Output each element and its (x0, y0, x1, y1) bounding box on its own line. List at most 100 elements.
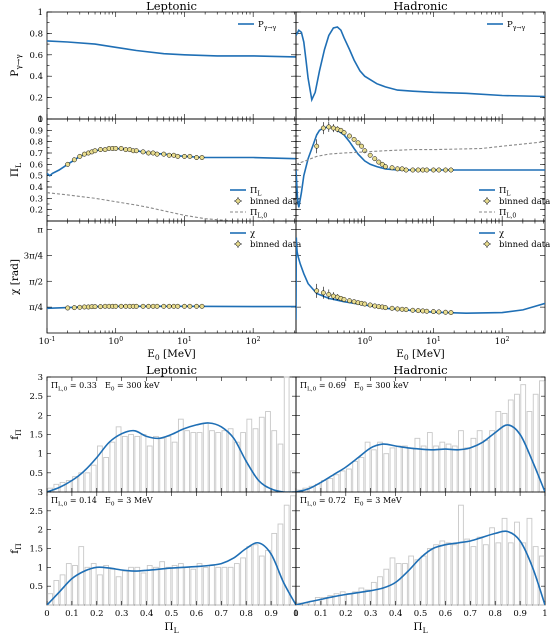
panel-frame (46, 491, 297, 606)
binned-data-point (181, 303, 187, 309)
x-tick-label: 0.9 (264, 609, 278, 619)
legend-label-line: ΠL (499, 186, 510, 198)
plot-area (47, 146, 296, 221)
histogram-bar (495, 411, 502, 493)
histogram-bar (103, 457, 109, 493)
histogram-bar (240, 557, 246, 606)
histogram-bar (445, 443, 452, 493)
histogram-bar (489, 430, 495, 493)
histogram-bar (458, 430, 464, 493)
binned-data-point (133, 148, 139, 154)
annotation-pi-l0: ΠL,0 = 0.33 (51, 381, 97, 392)
histogram-bar (128, 566, 134, 606)
y-tick-label: 0.5 (29, 582, 43, 592)
histogram-bar (153, 566, 159, 606)
legend-label-binned: binned data (499, 197, 550, 207)
plot-area (296, 530, 545, 605)
x-tick-label: 100 (357, 336, 372, 347)
histogram-bar (84, 566, 91, 606)
binned-data-point (181, 153, 187, 159)
binned-data-point (98, 304, 103, 310)
binned-data-point (65, 305, 71, 311)
histogram-bar (383, 453, 390, 493)
y-tick-label: 0.9 (29, 126, 43, 136)
histogram-bar (501, 517, 508, 606)
y-axis-label: fΠ (9, 543, 23, 554)
histogram-bar (389, 557, 396, 606)
x-tick-label: 1 (542, 609, 547, 619)
histogram-bar (202, 566, 209, 606)
binned-data-point (448, 167, 454, 173)
binned-data-point (330, 125, 336, 131)
panel-title: Hadronic (393, 363, 447, 377)
distribution-curve (296, 530, 545, 605)
y-tick-label: 0.6 (29, 51, 43, 61)
y-tick-label: 0.4 (29, 183, 43, 193)
legend-label-dashed: ΠL,0 (499, 208, 516, 220)
binned-data-point (118, 146, 124, 151)
histogram-bar (252, 544, 259, 606)
histogram-bar (227, 566, 234, 606)
plot-area (296, 237, 545, 320)
legend-label-binned: binned data (499, 240, 550, 250)
binned-data-point (71, 157, 77, 163)
binned-data-point (187, 303, 193, 309)
annotation-e0: E0 = 300 keV (105, 381, 160, 392)
legend-label-dashed: ΠL,0 (250, 208, 267, 220)
histogram-bar (476, 536, 483, 606)
x-tick-label: 0.6 (190, 609, 204, 619)
y-axis-label: χ [rad] (9, 259, 21, 295)
histogram-bar (209, 430, 215, 493)
histogram-bar (395, 563, 402, 606)
annotation-pi-l0: ΠL,0 = 0.69 (300, 381, 346, 392)
histogram-bar (109, 441, 116, 493)
histogram-bar (333, 474, 340, 493)
binned-data-point (430, 309, 436, 315)
x-tick-label: 0.1 (314, 609, 328, 619)
histogram-bar (209, 565, 215, 606)
y-tick-label: 2.5 (29, 507, 43, 517)
binned-data-point (154, 303, 160, 309)
annotation-e0: E0 = 3 MeV (354, 496, 402, 507)
binned-data-point (314, 288, 320, 294)
histogram-bar (115, 576, 122, 606)
histogram-bar (433, 544, 439, 606)
y-axis-label: Pγ→γ (9, 54, 23, 77)
x-tick-label: 0.6 (439, 609, 453, 619)
binned-data-point (403, 167, 409, 173)
y-tick-label: 3 (38, 488, 43, 498)
binned-data-point (92, 148, 98, 154)
y-tick-label: 0.5 (29, 172, 43, 182)
binned-data-point (175, 153, 181, 159)
y-tick-label: 0.5 (29, 469, 43, 479)
binned-data-point (194, 303, 199, 309)
binned-data-point (424, 167, 430, 173)
histogram-bar (146, 445, 153, 493)
plot-area (47, 541, 296, 605)
legend-label-binned: binned data (250, 197, 301, 207)
binned-data-point (376, 159, 382, 165)
x-tick-label: 0.5 (414, 609, 428, 619)
panel-frame (46, 220, 297, 334)
binned-data-point (65, 161, 71, 167)
binned-data-point (395, 306, 400, 312)
hist-panel-hist-top-right: Hadronic ΠL,0 = 0.69 E0 = 300 keV (295, 363, 546, 493)
x-tick-label: 101 (426, 336, 441, 347)
binned-data-point (154, 151, 160, 157)
x-tick-label: 10-1 (39, 336, 56, 347)
binned-data-point (415, 308, 421, 314)
histogram-bar (196, 563, 203, 606)
histogram-bar (121, 435, 128, 493)
histogram-bar (445, 542, 452, 606)
histogram-bar (483, 439, 489, 493)
y-tick-label: 3π/4 (24, 251, 43, 261)
histogram-bar (121, 570, 128, 606)
histogram-bar (165, 566, 172, 606)
distribution-curve (47, 422, 296, 492)
binned-data-point (314, 143, 320, 149)
legend-label-line: Pγ→γ (258, 20, 277, 32)
annotation-pi-l0: ΠL,0 = 0.72 (300, 496, 346, 507)
x-tick-label: 0.5 (165, 609, 179, 619)
legend-marker (235, 241, 241, 247)
